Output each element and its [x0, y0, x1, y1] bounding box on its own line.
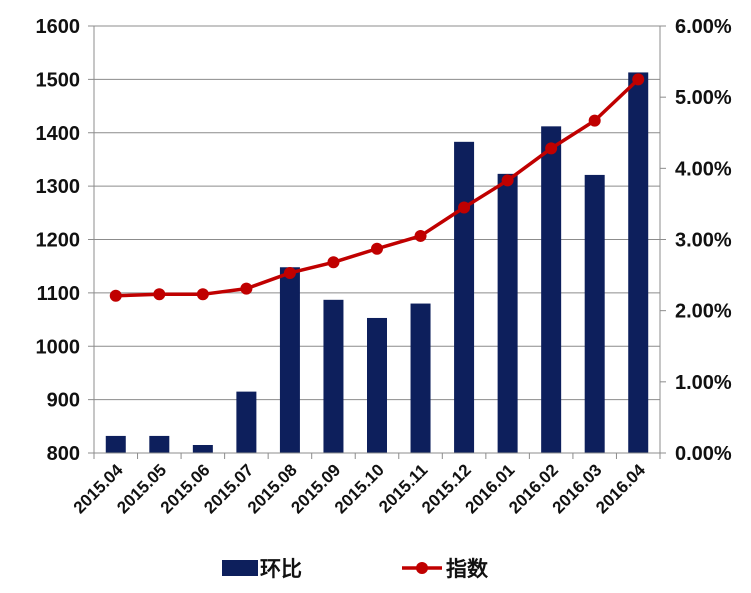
line-point [588, 114, 601, 127]
line-point [153, 288, 166, 301]
left-axis-tick-label: 1200 [36, 230, 81, 252]
line-point [632, 73, 645, 86]
bar [236, 391, 257, 453]
line-point [327, 256, 340, 269]
bar-series [105, 72, 649, 454]
bar [410, 303, 431, 453]
legend: 环比 指数 [222, 558, 489, 581]
right-axis-tick-label: 3.00% [675, 230, 732, 252]
left-axis-tick-label: 1100 [37, 283, 80, 305]
legend-bar-swatch [222, 560, 258, 576]
line-point [371, 242, 383, 255]
bar [628, 72, 649, 453]
x-axis-category-label: 2016.04 [592, 460, 649, 517]
right-axis-tick-label: 5.00% [675, 87, 732, 109]
bar [149, 435, 170, 453]
left-axis-tick-label: 900 [47, 390, 80, 412]
line-point [414, 229, 427, 242]
left-axis-tick-label: 1400 [36, 123, 81, 145]
bar [584, 174, 605, 453]
line-point [458, 201, 471, 214]
legend-line-label: 指数 [446, 558, 489, 581]
bar [541, 126, 562, 453]
left-axis-tick-label: 1600 [36, 16, 81, 38]
legend-line-marker [416, 562, 428, 574]
right-axis-tick-label: 4.00% [675, 158, 732, 180]
line-point [240, 282, 253, 295]
left-axis-tick-label: 800 [47, 443, 80, 465]
right-axis-tick-label: 0.00% [675, 443, 732, 465]
left-axis-tick-label: 1000 [36, 336, 81, 358]
bar [454, 141, 475, 454]
x-axis-category-label: 2015.10 [331, 460, 388, 517]
right-axis-tick-label: 6.00% [675, 16, 732, 38]
bar [105, 435, 126, 453]
line-point [283, 266, 296, 279]
left-axis-tick-label: 1300 [36, 176, 81, 198]
line-point [109, 289, 122, 302]
bar [497, 173, 518, 453]
right-axis-tick-label: 2.00% [675, 301, 732, 323]
axes [88, 25, 666, 459]
left-axis-tick-label: 1500 [36, 69, 81, 91]
bar [279, 267, 300, 453]
bar [367, 317, 387, 453]
line-point [196, 288, 209, 301]
line-series [109, 73, 645, 302]
bar [323, 299, 344, 453]
right-axis-tick-label: 1.00% [675, 372, 732, 394]
bar [192, 444, 213, 453]
line-point [545, 142, 558, 155]
legend-bar-label: 环比 [260, 558, 302, 581]
line-point [501, 174, 514, 187]
